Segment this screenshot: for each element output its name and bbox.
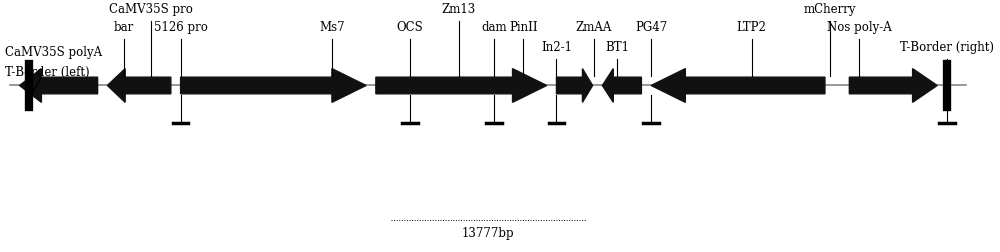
FancyArrow shape: [20, 69, 98, 102]
Text: PG47: PG47: [635, 21, 667, 34]
Text: 13777bp: 13777bp: [462, 227, 514, 240]
Text: dam: dam: [481, 21, 507, 34]
Text: bar: bar: [114, 21, 134, 34]
Text: OCS: OCS: [397, 21, 423, 34]
Text: 5126 pro: 5126 pro: [154, 21, 208, 34]
Text: BT1: BT1: [605, 41, 629, 54]
FancyArrow shape: [376, 69, 547, 102]
Text: CaMV35S pro: CaMV35S pro: [109, 3, 193, 16]
FancyArrow shape: [602, 69, 641, 102]
Text: mCherry: mCherry: [804, 3, 856, 16]
Text: Nos poly-A: Nos poly-A: [827, 21, 891, 34]
FancyArrow shape: [849, 69, 937, 102]
FancyArrow shape: [181, 69, 366, 102]
Text: PinII: PinII: [509, 21, 538, 34]
Text: CaMV35S polyA: CaMV35S polyA: [5, 46, 102, 59]
Text: T-Border (right): T-Border (right): [900, 41, 994, 54]
FancyArrow shape: [556, 69, 593, 102]
Text: LTP2: LTP2: [737, 21, 767, 34]
FancyArrow shape: [107, 69, 171, 102]
Text: ZmAA: ZmAA: [575, 21, 612, 34]
Text: T-Border (left): T-Border (left): [5, 66, 90, 79]
FancyArrow shape: [651, 69, 825, 102]
Text: In2-1: In2-1: [541, 41, 572, 54]
Text: Zm13: Zm13: [442, 3, 476, 16]
Text: Ms7: Ms7: [319, 21, 345, 34]
